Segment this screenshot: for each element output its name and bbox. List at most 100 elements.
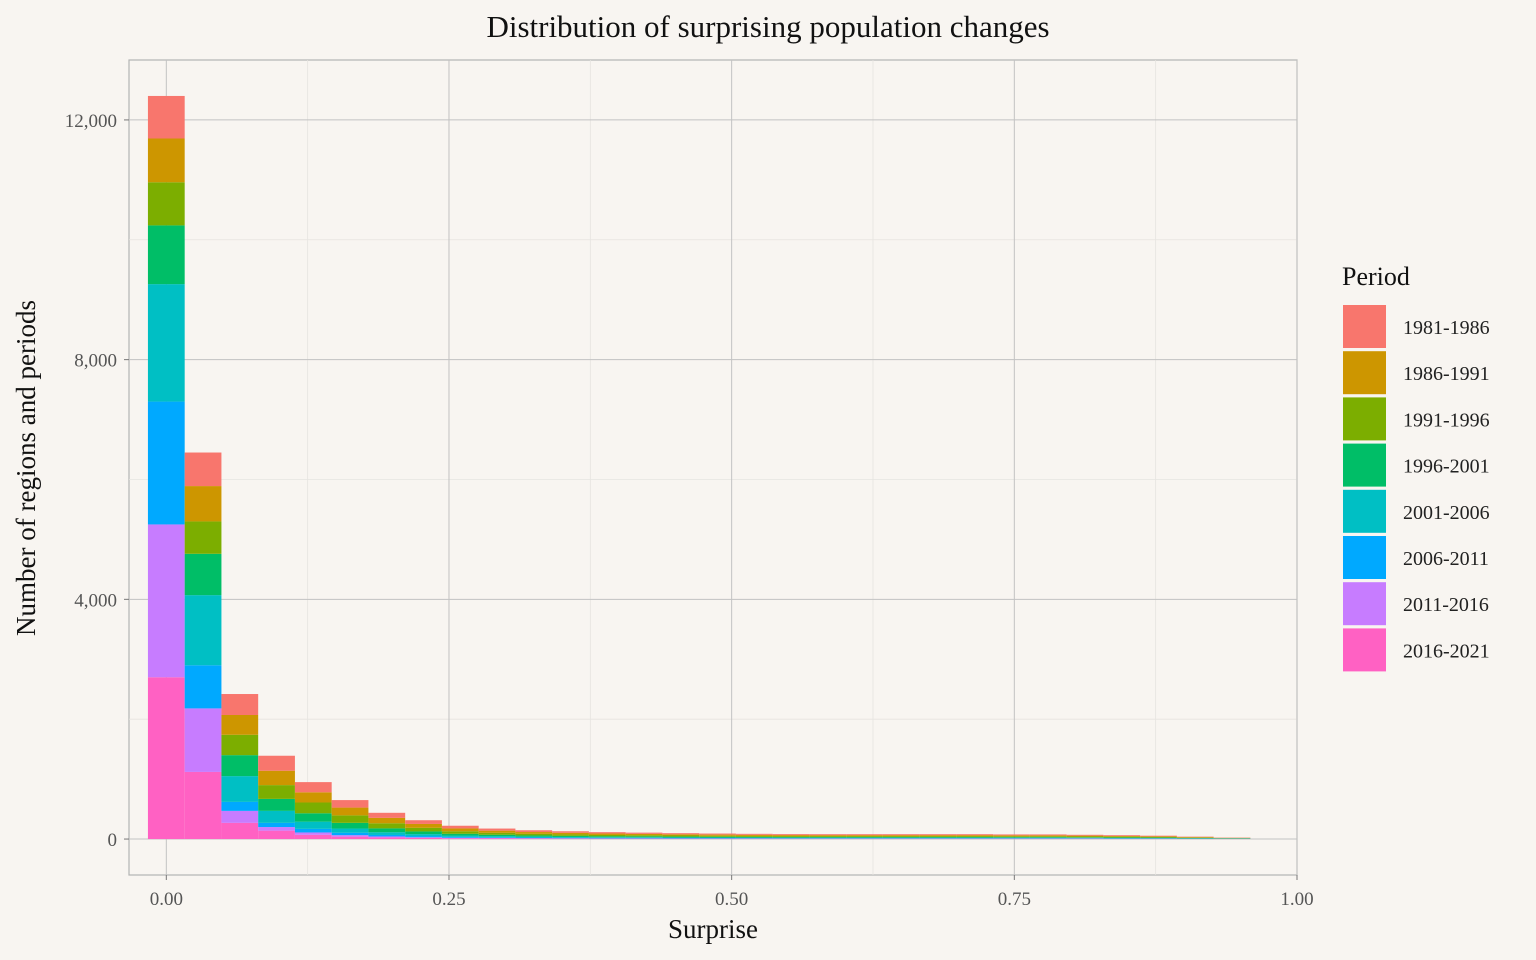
- histogram-bar-segment: [478, 834, 516, 837]
- histogram-bar-segment: [441, 838, 479, 840]
- legend-label: 2016-2021: [1403, 640, 1490, 662]
- histogram-bar-segment: [772, 837, 810, 838]
- histogram-bar-segment: [441, 828, 479, 832]
- histogram-bar-segment: [1029, 837, 1067, 838]
- histogram-bar-segment: [552, 834, 589, 836]
- histogram-bar-segment: [184, 452, 222, 487]
- histogram-bar-segment: [956, 836, 994, 838]
- histogram-bar-segment: [368, 834, 406, 837]
- histogram-bar-segment: [294, 834, 332, 840]
- histogram-bar-segment: [846, 834, 883, 836]
- histogram-bar-segment: [515, 832, 553, 834]
- y-axis: 0 4,000 8,000 12,000: [65, 111, 129, 851]
- histogram-bar-segment: [588, 834, 626, 837]
- histogram-bar-segment: [331, 835, 369, 837]
- histogram-bar-segment: [919, 836, 957, 838]
- legend-swatch: [1343, 443, 1386, 487]
- histogram-bar-segment: [221, 714, 259, 735]
- histogram-bar-segment: [294, 821, 332, 829]
- histogram-bar-segment: [368, 836, 406, 838]
- histogram-bar-segment: [1029, 836, 1067, 838]
- histogram-bar-segment: [993, 837, 1030, 838]
- histogram-bar-segment: [147, 182, 185, 226]
- histogram-bar-segment: [478, 836, 516, 838]
- histogram-bar-segment: [258, 822, 295, 828]
- histogram-bar-segment: [478, 837, 516, 838]
- histogram-bar-segment: [625, 837, 663, 838]
- histogram-bar-segment: [699, 834, 736, 836]
- histogram-bar-segment: [258, 770, 295, 786]
- histogram-bar-segment: [588, 833, 626, 835]
- histogram-bar-segment: [184, 521, 222, 554]
- histogram-bar-segment: [515, 833, 553, 836]
- histogram-bar-segment: [478, 838, 516, 840]
- histogram-bar-segment: [405, 837, 442, 840]
- histogram-bar-segment: [993, 835, 1030, 837]
- histogram-bar-segment: [294, 782, 332, 793]
- histogram-bar-segment: [331, 836, 369, 840]
- histogram-bar-segment: [441, 825, 479, 829]
- histogram-bar-segment: [772, 834, 810, 836]
- histogram-bar-segment: [258, 810, 295, 823]
- histogram-bar-segment: [809, 836, 847, 838]
- histogram-bar-segment: [368, 837, 406, 840]
- histogram-bar-segment: [368, 817, 406, 824]
- histogram-bar-segment: [441, 836, 479, 838]
- histogram-bar-segment: [735, 834, 773, 836]
- legend-swatch: [1343, 397, 1386, 441]
- histogram-bar-segment: [882, 834, 920, 836]
- histogram-bar-segment: [625, 832, 663, 834]
- histogram-bar-segment: [221, 801, 259, 811]
- histogram-bar-segment: [993, 836, 1030, 838]
- histogram-bar-segment: [699, 835, 736, 837]
- histogram-bar-segment: [919, 835, 957, 837]
- y-axis-title: Number of regions and periods: [11, 300, 41, 636]
- x-tick-label: 1.00: [1280, 889, 1313, 910]
- histogram-bar-segment: [699, 833, 736, 835]
- histogram-bar-segment: [258, 830, 295, 840]
- histogram-bar-segment: [368, 812, 406, 818]
- histogram-bar-segment: [809, 837, 847, 838]
- x-tick-label: 0.75: [998, 889, 1031, 910]
- histogram-bar-segment: [552, 836, 589, 838]
- histogram-bar-segment: [405, 834, 442, 837]
- histogram-bar-segment: [441, 833, 479, 836]
- histogram-bar-segment: [1103, 835, 1141, 836]
- histogram-bar-segment: [772, 836, 810, 838]
- histogram-bar-segment: [515, 837, 553, 839]
- histogram-bar-segment: [735, 833, 773, 835]
- histogram-bar-segment: [1066, 835, 1104, 837]
- histogram-bar-segment: [147, 95, 185, 139]
- histogram-bar-segment: [441, 831, 479, 834]
- histogram-bar-segment: [735, 837, 773, 839]
- histogram-bar-segment: [294, 832, 332, 835]
- histogram-bar-segment: [147, 401, 185, 525]
- legend-swatch: [1343, 536, 1386, 579]
- y-tick-label: 8,000: [74, 351, 117, 372]
- histogram-bar-segment: [1103, 837, 1141, 838]
- histogram-bar-segment: [368, 828, 406, 833]
- histogram-bar-segment: [221, 810, 259, 823]
- histogram-bar-segment: [184, 771, 222, 840]
- histogram-bar-segment: [221, 776, 259, 802]
- histogram-bar-segment: [331, 822, 369, 829]
- histogram-bar-segment: [294, 802, 332, 814]
- histogram-bar-segment: [882, 837, 920, 838]
- legend-label: 1991-1996: [1403, 409, 1490, 431]
- legend-label: 2006-2011: [1403, 548, 1489, 570]
- histogram-bar-segment: [405, 823, 442, 828]
- histogram-bar-segment: [846, 835, 883, 837]
- histogram-bar-segment: [588, 837, 626, 838]
- histogram-bar-segment: [147, 524, 185, 678]
- histogram-bar-segment: [515, 835, 553, 837]
- histogram-bar-segment: [368, 832, 406, 835]
- legend-label: 1996-2001: [1403, 456, 1490, 478]
- histogram-bar-segment: [699, 837, 736, 839]
- histogram-bar-segment: [625, 836, 663, 838]
- bar-stacks: [147, 95, 1251, 840]
- histogram-bar-segment: [441, 837, 479, 839]
- plot-panel: [128, 59, 1298, 876]
- histogram-bar-segment: [331, 815, 369, 823]
- histogram-bar-segment: [662, 834, 700, 836]
